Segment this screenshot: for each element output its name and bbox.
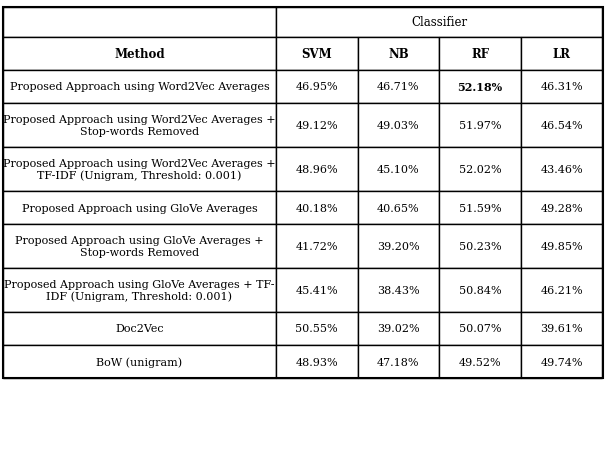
Text: 38.43%: 38.43% (377, 285, 420, 295)
Text: 39.02%: 39.02% (377, 324, 420, 334)
Bar (358, 312, 439, 345)
Text: 50.84%: 50.84% (459, 285, 501, 295)
Bar (358, 104, 439, 148)
Bar (3, 8, 603, 378)
Text: 49.85%: 49.85% (541, 242, 583, 252)
Text: 46.21%: 46.21% (541, 285, 583, 295)
Text: 49.52%: 49.52% (459, 357, 501, 367)
Bar (521, 192, 602, 224)
Text: 51.97%: 51.97% (459, 121, 501, 131)
Text: 39.61%: 39.61% (541, 324, 583, 334)
Bar (276, 268, 358, 312)
Bar (276, 312, 358, 345)
Text: 50.55%: 50.55% (296, 324, 338, 334)
Bar (439, 312, 521, 345)
Bar (358, 148, 439, 192)
Bar (3, 38, 276, 71)
Bar (358, 345, 439, 378)
Bar (439, 148, 521, 192)
Text: Proposed Approach using GloVe Averages +
Stop-words Removed: Proposed Approach using GloVe Averages +… (15, 236, 264, 257)
Text: Classifier: Classifier (411, 16, 467, 30)
Bar (358, 192, 439, 224)
Bar (3, 71, 276, 104)
Bar (3, 8, 276, 38)
Bar (276, 224, 358, 268)
Bar (521, 148, 602, 192)
Bar (521, 312, 602, 345)
Bar (439, 345, 521, 378)
Bar (521, 104, 602, 148)
Bar (276, 148, 358, 192)
Text: 51.59%: 51.59% (459, 203, 501, 213)
Text: NB: NB (388, 48, 408, 61)
Text: 46.54%: 46.54% (541, 121, 583, 131)
Text: 46.95%: 46.95% (296, 82, 338, 92)
Text: SVM: SVM (302, 48, 332, 61)
Bar (3, 104, 276, 148)
Text: 52.18%: 52.18% (458, 82, 502, 93)
Text: Method: Method (114, 48, 165, 61)
Text: 40.65%: 40.65% (377, 203, 420, 213)
Bar (276, 38, 358, 71)
Text: 49.28%: 49.28% (541, 203, 583, 213)
Text: 52.02%: 52.02% (459, 165, 501, 175)
Text: Proposed Approach using Word2Vec Averages +
Stop-words Removed: Proposed Approach using Word2Vec Average… (3, 115, 276, 136)
Text: Proposed Approach using GloVe Averages + TF-
IDF (Unigram, Threshold: 0.001): Proposed Approach using GloVe Averages +… (4, 279, 275, 302)
Bar (3, 312, 276, 345)
Bar (439, 38, 521, 71)
Text: 40.18%: 40.18% (296, 203, 338, 213)
Text: RF: RF (471, 48, 489, 61)
Text: 47.18%: 47.18% (377, 357, 419, 367)
Bar (276, 8, 602, 38)
Bar (3, 224, 276, 268)
Text: Doc2Vec: Doc2Vec (115, 324, 164, 334)
Bar (521, 71, 602, 104)
Bar (358, 38, 439, 71)
Bar (358, 268, 439, 312)
Text: 43.46%: 43.46% (541, 165, 583, 175)
Text: BoW (unigram): BoW (unigram) (96, 356, 182, 367)
Text: 45.41%: 45.41% (296, 285, 338, 295)
Text: 50.07%: 50.07% (459, 324, 501, 334)
Bar (3, 192, 276, 224)
Text: Proposed Approach using GloVe Averages: Proposed Approach using GloVe Averages (22, 203, 258, 213)
Text: 49.74%: 49.74% (541, 357, 583, 367)
Bar (521, 268, 602, 312)
Bar (521, 345, 602, 378)
Bar (276, 345, 358, 378)
Bar (3, 268, 276, 312)
Text: 48.93%: 48.93% (296, 357, 338, 367)
Bar (521, 38, 602, 71)
Bar (358, 224, 439, 268)
Bar (439, 104, 521, 148)
Text: LR: LR (553, 48, 571, 61)
Text: Proposed Approach using Word2Vec Averages: Proposed Approach using Word2Vec Average… (10, 82, 270, 92)
Bar (276, 104, 358, 148)
Text: 49.03%: 49.03% (377, 121, 420, 131)
Bar (439, 71, 521, 104)
Bar (358, 71, 439, 104)
Bar (439, 192, 521, 224)
Bar (439, 268, 521, 312)
Text: 49.12%: 49.12% (296, 121, 338, 131)
Text: 48.96%: 48.96% (296, 165, 338, 175)
Bar (3, 345, 276, 378)
Bar (276, 192, 358, 224)
Text: 46.31%: 46.31% (541, 82, 583, 92)
Bar (276, 71, 358, 104)
Bar (521, 224, 602, 268)
Text: 50.23%: 50.23% (459, 242, 501, 252)
Text: 39.20%: 39.20% (377, 242, 420, 252)
Text: Proposed Approach using Word2Vec Averages +
TF-IDF (Unigram, Threshold: 0.001): Proposed Approach using Word2Vec Average… (3, 158, 276, 181)
Text: 45.10%: 45.10% (377, 165, 420, 175)
Text: 41.72%: 41.72% (296, 242, 338, 252)
Bar (439, 224, 521, 268)
Bar (3, 148, 276, 192)
Text: 46.71%: 46.71% (377, 82, 419, 92)
